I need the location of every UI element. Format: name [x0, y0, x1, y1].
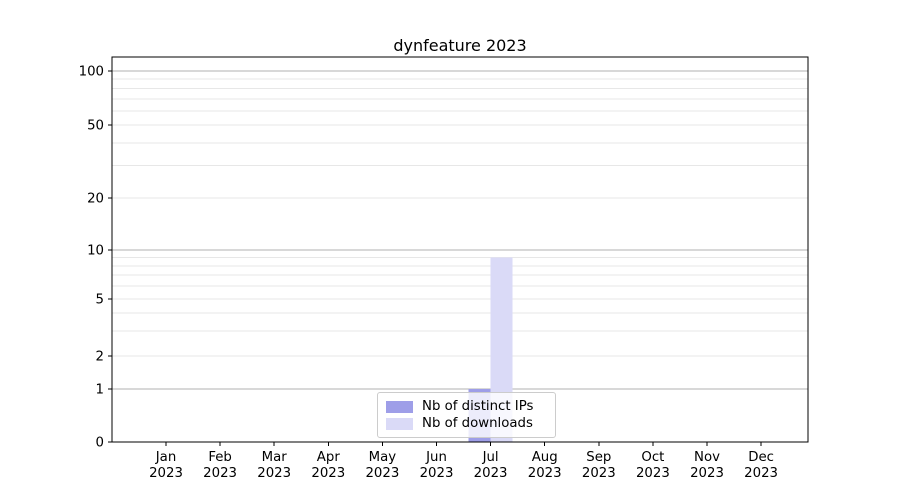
x-axis-year-label: 2023: [744, 466, 778, 481]
x-axis-month-label: Apr: [317, 450, 341, 465]
x-axis-month-label: Jun: [425, 450, 447, 465]
x-axis-month-label: Jan: [155, 450, 177, 465]
legend-label-downloads: Nb of downloads: [422, 416, 533, 431]
distinct-ips-swatch-icon: [386, 400, 413, 413]
chart-legend: Nb of distinct IPs Nb of downloads: [377, 392, 556, 438]
x-axis-year-label: 2023: [582, 466, 616, 481]
downloads-swatch-icon: [386, 417, 413, 430]
x-axis-month-label: Dec: [748, 450, 774, 465]
x-axis-month-label: Sep: [586, 450, 611, 465]
y-axis-tick-label: 10: [87, 244, 104, 259]
x-axis-month-label: Nov: [694, 450, 720, 465]
y-axis-tick-label: 1: [96, 383, 104, 398]
y-axis-tick-label: 2: [96, 350, 104, 365]
x-axis-year-label: 2023: [636, 466, 670, 481]
x-axis-year-label: 2023: [311, 466, 345, 481]
x-axis-year-label: 2023: [420, 466, 454, 481]
x-axis-year-label: 2023: [365, 466, 399, 481]
y-axis-tick-label: 20: [87, 192, 104, 207]
x-axis-year-label: 2023: [474, 466, 508, 481]
x-axis-year-label: 2023: [690, 466, 724, 481]
x-axis-month-label: Mar: [262, 450, 288, 465]
x-axis: Jan2023Feb2023Mar2023Apr2023May2023Jun20…: [149, 442, 778, 481]
y-axis-tick-label: 100: [79, 65, 104, 80]
legend-label-distinct-ips: Nb of distinct IPs: [422, 399, 534, 414]
chart-title: dynfeature 2023: [393, 36, 527, 55]
y-axis: 0 1 2 5 10 20 50 100: [79, 65, 112, 451]
x-axis-month-label: Jul: [482, 450, 499, 465]
legend-item-downloads: Nb of downloads: [386, 415, 547, 432]
x-axis-month-label: May: [369, 450, 397, 465]
x-axis-year-label: 2023: [149, 466, 183, 481]
y-axis-tick-label: 5: [96, 293, 104, 308]
x-axis-month-label: Aug: [532, 450, 558, 465]
x-axis-year-label: 2023: [257, 466, 291, 481]
y-axis-tick-label: 50: [87, 119, 104, 134]
y-axis-tick-label: 0: [96, 436, 104, 451]
x-axis-year-label: 2023: [528, 466, 562, 481]
legend-item-distinct-ips: Nb of distinct IPs: [386, 398, 547, 415]
x-axis-month-label: Oct: [641, 450, 664, 465]
x-axis-year-label: 2023: [203, 466, 237, 481]
x-axis-month-label: Feb: [208, 450, 232, 465]
gridlines: [112, 70, 808, 390]
